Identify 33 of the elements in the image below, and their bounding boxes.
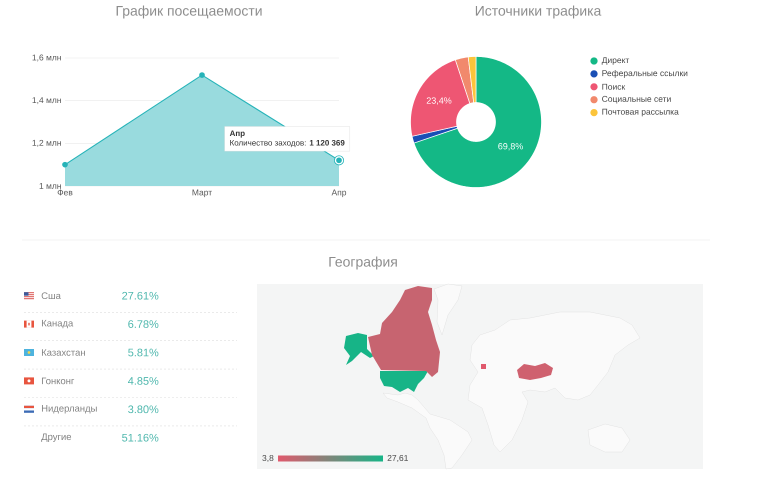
data-label: 3.80% [128,405,158,414]
text: 27,61 [388,455,408,462]
y-tick-label: 1,6 млн [32,54,61,62]
point [199,72,205,78]
category-label: Сша [42,292,61,300]
chart-title: График посещаемости [116,6,262,18]
data-label: 6.78% [128,320,158,328]
y-tick-label: 1 млн [40,183,61,189]
point [62,162,68,168]
legend-label: Реферальные ссылки [602,70,688,78]
x-tick-label: Фев [58,190,72,196]
x-tick-label: Март [192,190,212,198]
category-label: Казахстан [42,349,85,356]
category-label: Канада [42,320,74,328]
legend-label: Социальные сети [602,96,671,104]
data-label: 4.85% [128,377,158,385]
data-label: 5.81% [128,348,158,356]
category-label: Нидерланды [42,405,97,414]
data-label: 51.16% [122,434,158,442]
category-label: Гонконг [42,378,74,384]
y-tick-label: 1,2 млн [32,140,61,147]
data-label: 27.61% [122,292,158,300]
legend-label: Директ [602,57,630,65]
text: География [329,256,397,270]
legend-label: Поиск [602,84,626,90]
x-tick-label: Апр [332,190,346,198]
legend-label: Почтовая рассылка [602,108,679,116]
data-label: 69,8% [498,143,523,150]
category-label: Другие [41,433,72,442]
data-label: 23,4% [426,97,452,105]
text: 3,8 [262,455,274,462]
y-tick-label: 1,4 млн [32,97,61,104]
chart-title: Источники трафика [476,5,602,18]
